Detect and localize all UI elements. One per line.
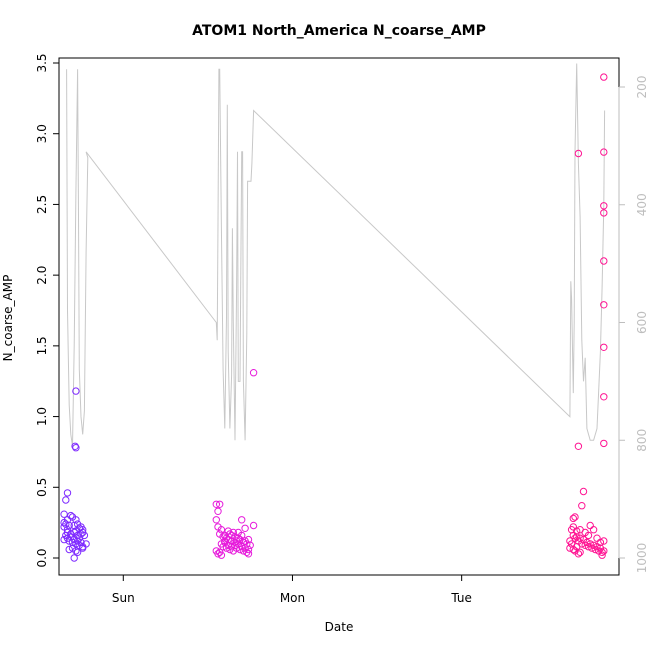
data-point [600, 547, 608, 555]
data-point [584, 531, 593, 540]
data-point [600, 439, 608, 448]
data-point [600, 393, 608, 401]
y-axis-left: 0.0 0.5 1.0 1.5 2.0 2.5 3.0 3.5 [35, 53, 59, 568]
data-point [598, 548, 606, 556]
y2-tick-label: 800 [635, 429, 649, 452]
data-point [596, 538, 605, 547]
data-point [600, 73, 608, 81]
data-point [72, 547, 80, 555]
data-point [574, 550, 583, 558]
data-point [574, 442, 583, 450]
data-point [72, 444, 80, 452]
secondary-line [66, 63, 606, 447]
data-point [238, 543, 246, 551]
data-point [212, 516, 221, 524]
data-point [589, 526, 598, 534]
data-point [214, 507, 222, 515]
data-point [578, 502, 586, 510]
x-tick-label: Tue [450, 591, 472, 605]
data-point [600, 301, 608, 309]
data-point [571, 513, 579, 521]
y-axis-right: 200 400 600 800 1000 [618, 76, 649, 574]
y-axis-label: N_coarse_AMP [1, 275, 15, 362]
data-point [231, 538, 239, 547]
data-point [249, 521, 258, 530]
data-point [73, 548, 82, 556]
x-tick-label: Sun [112, 591, 135, 605]
data-point [573, 543, 581, 551]
y2-tick-label: 400 [635, 193, 649, 216]
data-point [212, 500, 221, 508]
data-point [598, 551, 606, 559]
data-point [67, 511, 75, 520]
data-point [573, 533, 581, 541]
y-tick-label: 3.5 [35, 53, 49, 72]
y-tick-label: 1.5 [35, 336, 49, 355]
data-point [241, 524, 249, 532]
y-tick-label: 1.0 [35, 407, 49, 426]
plot-frame [58, 57, 620, 576]
secondary-line-layer [66, 63, 606, 447]
points-layer [60, 73, 608, 562]
data-point [241, 544, 249, 552]
x-tick-label: Mon [280, 591, 305, 605]
data-point [60, 535, 68, 544]
data-point [70, 528, 78, 537]
data-point [62, 496, 70, 504]
y-tick-label: 0.5 [35, 478, 49, 497]
x-axis: Sun Mon Tue [112, 575, 472, 605]
data-point [244, 545, 253, 554]
data-point [583, 538, 591, 547]
data-point [224, 527, 232, 535]
data-point [593, 534, 601, 542]
y-tick-label: 0.0 [35, 548, 49, 567]
data-point [217, 526, 226, 534]
data-point [569, 514, 577, 523]
data-point [71, 442, 79, 450]
data-point [216, 500, 224, 508]
data-point [574, 149, 583, 158]
data-point [82, 540, 90, 548]
data-point [75, 524, 84, 532]
y-tick-label: 3.0 [35, 124, 49, 143]
data-point [72, 387, 80, 395]
data-point [600, 343, 608, 351]
data-point [600, 209, 608, 217]
data-point [576, 548, 584, 556]
data-point [221, 537, 229, 545]
y-tick-label: 2.5 [35, 195, 49, 214]
data-point [238, 516, 246, 524]
data-point [566, 544, 574, 552]
data-point [586, 540, 594, 548]
data-point [234, 528, 243, 537]
data-point [600, 537, 608, 545]
y2-tick-label: 600 [635, 311, 649, 334]
data-point [65, 537, 73, 545]
data-point [229, 528, 238, 537]
data-point [217, 551, 226, 559]
chart-title: ATOM1 North_America N_coarse_AMP [192, 23, 486, 39]
data-point [63, 489, 72, 497]
x-axis-label: Date [325, 620, 354, 634]
y2-tick-label: 200 [635, 76, 649, 99]
data-point [600, 202, 608, 210]
data-point [600, 148, 608, 156]
data-point [589, 541, 598, 549]
data-point [214, 550, 222, 558]
data-point [65, 545, 73, 554]
y-tick-label: 2.0 [35, 266, 49, 285]
data-point [600, 257, 608, 265]
data-point [65, 521, 73, 530]
y2-tick-label: 1000 [635, 543, 649, 574]
data-point [249, 369, 258, 377]
data-point [70, 554, 78, 562]
data-point [60, 510, 68, 518]
data-point [569, 523, 577, 531]
data-point [586, 521, 594, 530]
data-point [244, 550, 253, 558]
data-point [579, 487, 588, 496]
